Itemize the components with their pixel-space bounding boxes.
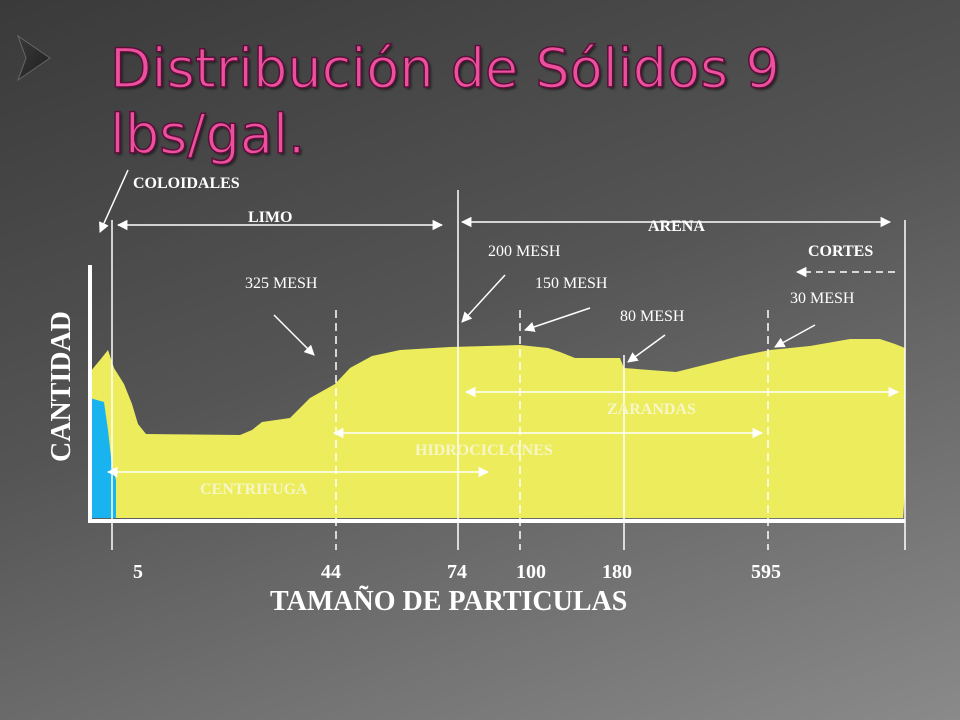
size-class-label: CORTES — [808, 243, 873, 260]
x-label: 595 — [751, 561, 781, 583]
arrow — [524, 307, 591, 332]
arrow — [774, 324, 816, 348]
arrow — [99, 169, 129, 233]
x-label: 5 — [133, 561, 143, 583]
size-class-label: COLOIDALES — [133, 175, 240, 192]
mesh-label: 200 MESH — [488, 243, 561, 260]
mesh-label: 150 MESH — [535, 275, 608, 292]
arrows — [99, 169, 900, 478]
mesh-label: 30 MESH — [790, 290, 855, 307]
size-class-label: ARENA — [648, 218, 705, 235]
x-axis-label: TAMAÑO DE PARTICULAS — [270, 586, 627, 617]
equipment-label: ZARANDAS — [607, 401, 696, 418]
arrow — [627, 334, 666, 363]
x-label: 74 — [447, 561, 467, 583]
arrow — [461, 274, 506, 323]
y-axis-label: CANTIDAD — [46, 311, 77, 462]
bullet — [16, 34, 51, 82]
slide-title: Distribución de Sólidos 9 lbs/gal. — [109, 36, 780, 167]
x-label: 44 — [321, 561, 341, 583]
equipment-label: HIDROCICLONES — [415, 442, 553, 459]
x-label: 180 — [602, 561, 632, 583]
arrow — [273, 314, 315, 356]
colloid-area — [90, 398, 116, 518]
equipment-label: CENTRIFUGA — [200, 481, 308, 498]
mesh-label: 325 MESH — [245, 275, 318, 292]
mesh-label: 80 MESH — [620, 308, 685, 325]
x-label: 100 — [516, 561, 546, 583]
size-class-label: LIMO — [248, 209, 292, 226]
dividers — [111, 190, 906, 550]
